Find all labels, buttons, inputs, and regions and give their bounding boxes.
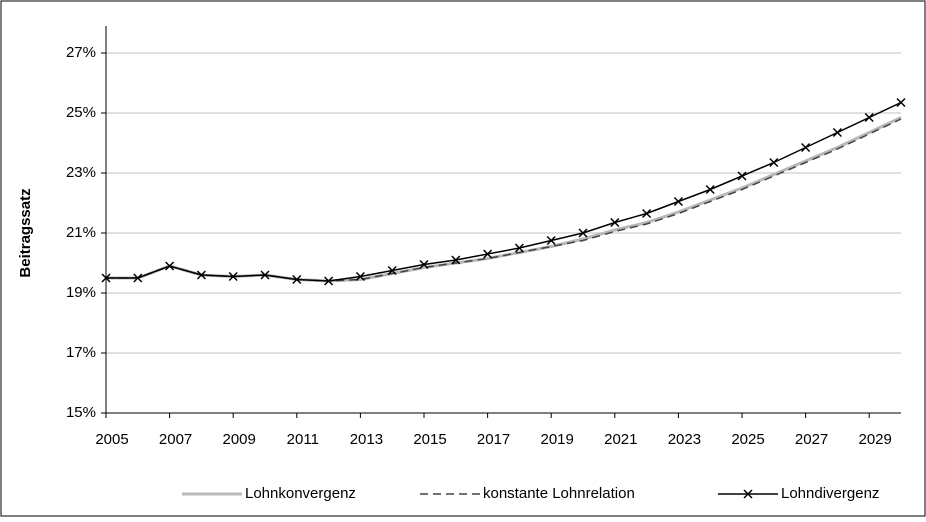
y-tick-label: 19% bbox=[66, 284, 96, 301]
data-point bbox=[737, 171, 747, 181]
y-tick-label: 21% bbox=[66, 224, 96, 241]
y-tick-label: 23% bbox=[66, 164, 96, 181]
legend-label: konstante Lohnrelation bbox=[483, 485, 635, 502]
data-point bbox=[101, 273, 111, 283]
series-line bbox=[106, 101, 902, 282]
data-point bbox=[419, 259, 429, 270]
data-point bbox=[864, 112, 874, 123]
data-point bbox=[133, 273, 143, 283]
x-tick-label: 2021 bbox=[604, 431, 637, 448]
data-point bbox=[610, 217, 620, 228]
data-point bbox=[578, 228, 588, 238]
data-point bbox=[769, 157, 779, 168]
data-point bbox=[165, 261, 175, 271]
y-tick-label: 27% bbox=[66, 44, 96, 61]
data-point bbox=[228, 271, 238, 282]
data-point bbox=[673, 196, 683, 207]
data-point bbox=[292, 274, 302, 285]
data-point bbox=[324, 276, 334, 286]
data-point bbox=[832, 127, 842, 138]
data-point bbox=[546, 235, 556, 246]
y-axis-label: Beitragssatz bbox=[17, 188, 34, 277]
data-point bbox=[260, 270, 270, 280]
data-point bbox=[387, 265, 397, 276]
x-tick-label: 2029 bbox=[859, 431, 892, 448]
x-tick-label: 2007 bbox=[159, 431, 192, 448]
data-point bbox=[801, 142, 811, 153]
x-tick-label: 2017 bbox=[477, 431, 510, 448]
x-tick-label: 2019 bbox=[541, 431, 574, 448]
data-point bbox=[514, 243, 524, 253]
data-point bbox=[642, 208, 652, 219]
data-point bbox=[196, 270, 206, 280]
legend-marker bbox=[743, 489, 753, 499]
x-tick-label: 2015 bbox=[413, 431, 446, 448]
x-tick-label: 2005 bbox=[95, 431, 128, 448]
legend-label: Lohnkonvergenz bbox=[245, 485, 356, 502]
data-point bbox=[705, 184, 715, 195]
data-point bbox=[451, 255, 461, 265]
y-tick-label: 15% bbox=[66, 404, 96, 421]
y-tick-label: 17% bbox=[66, 344, 96, 361]
x-tick-label: 2023 bbox=[668, 431, 701, 448]
x-tick-label: 2027 bbox=[795, 431, 828, 448]
legend-label: Lohndivergenz bbox=[781, 485, 879, 502]
x-tick-label: 2025 bbox=[731, 431, 764, 448]
x-tick-label: 2013 bbox=[350, 431, 383, 448]
data-point bbox=[483, 249, 493, 259]
y-tick-label: 25% bbox=[66, 104, 96, 121]
x-tick-label: 2011 bbox=[287, 431, 319, 448]
data-point bbox=[355, 271, 365, 282]
x-tick-label: 2009 bbox=[223, 431, 256, 448]
data-point bbox=[896, 97, 906, 108]
